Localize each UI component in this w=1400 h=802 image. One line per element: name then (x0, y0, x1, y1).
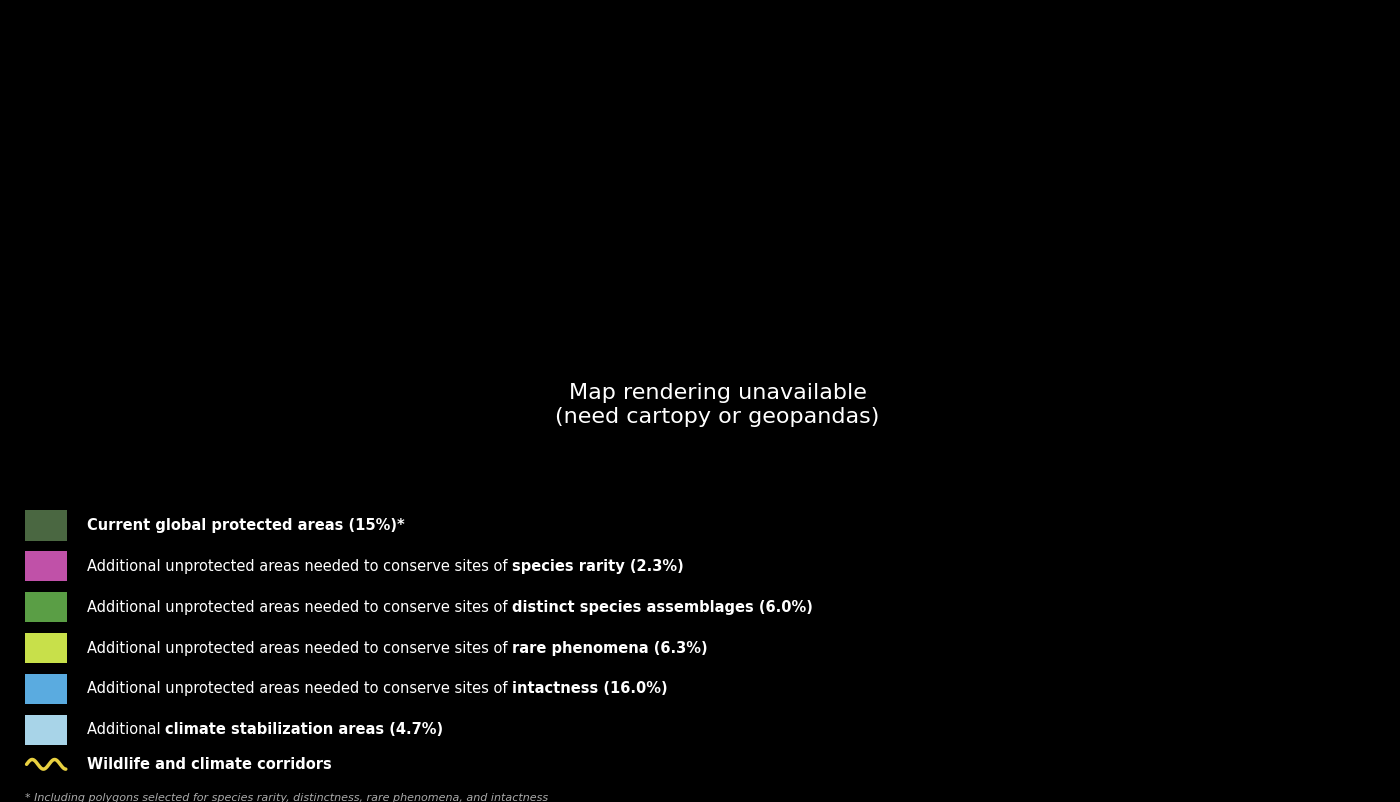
Text: intactness (16.0%): intactness (16.0%) (512, 682, 668, 696)
Text: species rarity (2.3%): species rarity (2.3%) (512, 559, 683, 573)
Text: Map rendering unavailable
(need cartopy or geopandas): Map rendering unavailable (need cartopy … (556, 383, 879, 427)
Text: Additional unprotected areas needed to conserve sites of: Additional unprotected areas needed to c… (87, 559, 512, 573)
Text: Wildlife and climate corridors: Wildlife and climate corridors (87, 757, 332, 772)
Text: rare phenomena (6.3%): rare phenomena (6.3%) (512, 641, 707, 655)
Text: Additional unprotected areas needed to conserve sites of: Additional unprotected areas needed to c… (87, 600, 512, 614)
Text: Additional: Additional (87, 723, 165, 737)
Text: Additional unprotected areas needed to conserve sites of: Additional unprotected areas needed to c… (87, 682, 512, 696)
Text: Additional unprotected areas needed to conserve sites of: Additional unprotected areas needed to c… (87, 641, 512, 655)
Text: Current global protected areas (15%)*: Current global protected areas (15%)* (87, 518, 405, 533)
Text: * Including polygons selected for species rarity, distinctness, rare phenomena, : * Including polygons selected for specie… (25, 793, 549, 802)
Text: climate stabilization areas (4.7%): climate stabilization areas (4.7%) (165, 723, 444, 737)
Text: distinct species assemblages (6.0%): distinct species assemblages (6.0%) (512, 600, 813, 614)
